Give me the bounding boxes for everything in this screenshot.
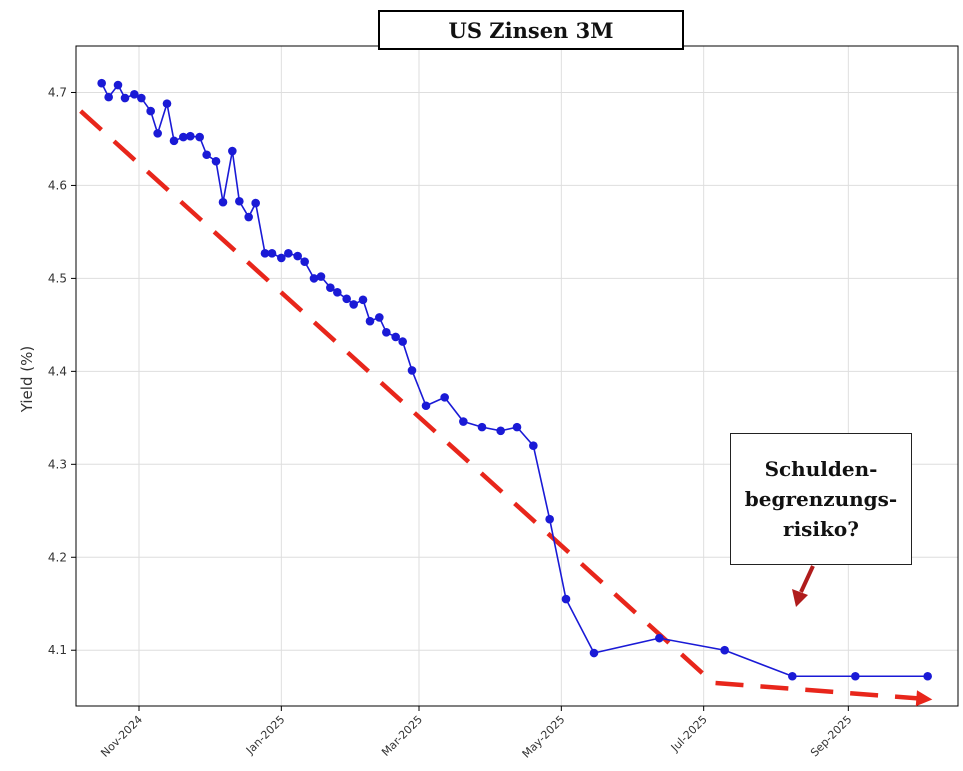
annotation-line-3: risiko? <box>783 517 859 541</box>
data-point <box>720 645 729 655</box>
data-point <box>398 337 407 346</box>
data-point <box>529 441 538 451</box>
chart-title: US Zinsen 3M <box>378 10 684 50</box>
data-point <box>104 92 113 102</box>
data-point <box>459 417 468 426</box>
data-point <box>358 295 368 305</box>
data-point <box>545 514 554 524</box>
data-point <box>195 132 204 142</box>
data-point <box>316 272 326 281</box>
y-tick-label: 4.5 <box>48 271 67 285</box>
x-tick-label: Sep-2025 <box>808 713 854 759</box>
plot-frame <box>75 45 959 707</box>
data-point <box>293 251 302 261</box>
data-point <box>309 274 319 283</box>
data-point <box>97 78 106 88</box>
data-point <box>153 129 162 138</box>
trend-arrowhead <box>915 690 933 707</box>
data-point <box>349 300 358 309</box>
y-axis-label: Yield (%) <box>18 345 36 413</box>
annotation-arrow-head <box>792 589 808 607</box>
annotation-line-1: Schulden- <box>764 457 878 481</box>
x-tick-label: Jan-2025 <box>243 713 287 757</box>
annotation-box: Schulden- begrenzungs- risiko? <box>730 433 912 565</box>
data-point <box>137 93 146 103</box>
data-point <box>113 80 123 90</box>
data-point <box>375 313 384 322</box>
data-point <box>365 316 375 326</box>
data-point <box>788 671 797 681</box>
trend-dashed-line <box>79 109 933 702</box>
y-axis-ticks: 4.1 4.2 4.3 4.4 4.5 4.6 4.7 <box>48 85 76 657</box>
data-point <box>512 422 522 432</box>
data-point <box>130 90 139 99</box>
data-point <box>146 106 155 116</box>
data-series <box>97 78 932 681</box>
grid-lines <box>76 46 958 706</box>
x-axis-ticks: Nov-2024 Jan-2025 Mar-2025 May-2025 Jul-2025… <box>98 706 854 761</box>
data-point <box>655 633 664 643</box>
data-point <box>235 196 244 206</box>
data-point <box>923 671 932 681</box>
data-point <box>477 422 487 432</box>
data-point <box>851 671 860 681</box>
data-point <box>260 248 270 258</box>
data-point <box>267 248 277 258</box>
x-tick-label: May-2025 <box>520 713 568 761</box>
y-tick-label: 4.7 <box>48 85 67 99</box>
data-point <box>589 648 599 658</box>
y-tick-label: 4.4 <box>48 364 67 378</box>
data-point <box>169 136 179 146</box>
trend-line <box>79 109 933 707</box>
data-point <box>407 366 417 375</box>
data-point <box>440 393 449 402</box>
annotation-arrow <box>792 565 815 607</box>
data-point <box>186 131 195 141</box>
data-point <box>162 99 172 108</box>
data-point <box>202 150 211 160</box>
data-point <box>211 156 221 166</box>
data-point <box>326 283 335 292</box>
data-point <box>251 198 260 208</box>
data-point <box>244 212 253 222</box>
x-tick-label: Nov-2024 <box>98 713 145 760</box>
data-point <box>496 426 505 436</box>
data-point <box>382 328 391 337</box>
data-point <box>421 401 431 411</box>
data-point <box>228 146 237 156</box>
y-tick-label: 4.2 <box>48 550 67 564</box>
data-point <box>342 294 351 304</box>
annotation-arrow-shaft <box>799 565 815 593</box>
data-point <box>284 248 293 258</box>
data-point <box>179 132 188 142</box>
annotation-line-2: begrenzungs- <box>744 487 898 511</box>
y-tick-label: 4.1 <box>48 643 67 657</box>
data-point <box>300 257 309 266</box>
data-point <box>277 253 286 263</box>
y-tick-label: 4.3 <box>48 457 67 471</box>
x-tick-label: Mar-2025 <box>379 713 425 759</box>
data-point <box>120 93 130 103</box>
data-point <box>218 197 228 207</box>
data-point <box>333 288 342 297</box>
data-point <box>561 594 571 604</box>
y-tick-label: 4.6 <box>48 178 67 192</box>
data-point <box>391 332 400 342</box>
x-tick-label: Jul-2025 <box>668 713 710 755</box>
